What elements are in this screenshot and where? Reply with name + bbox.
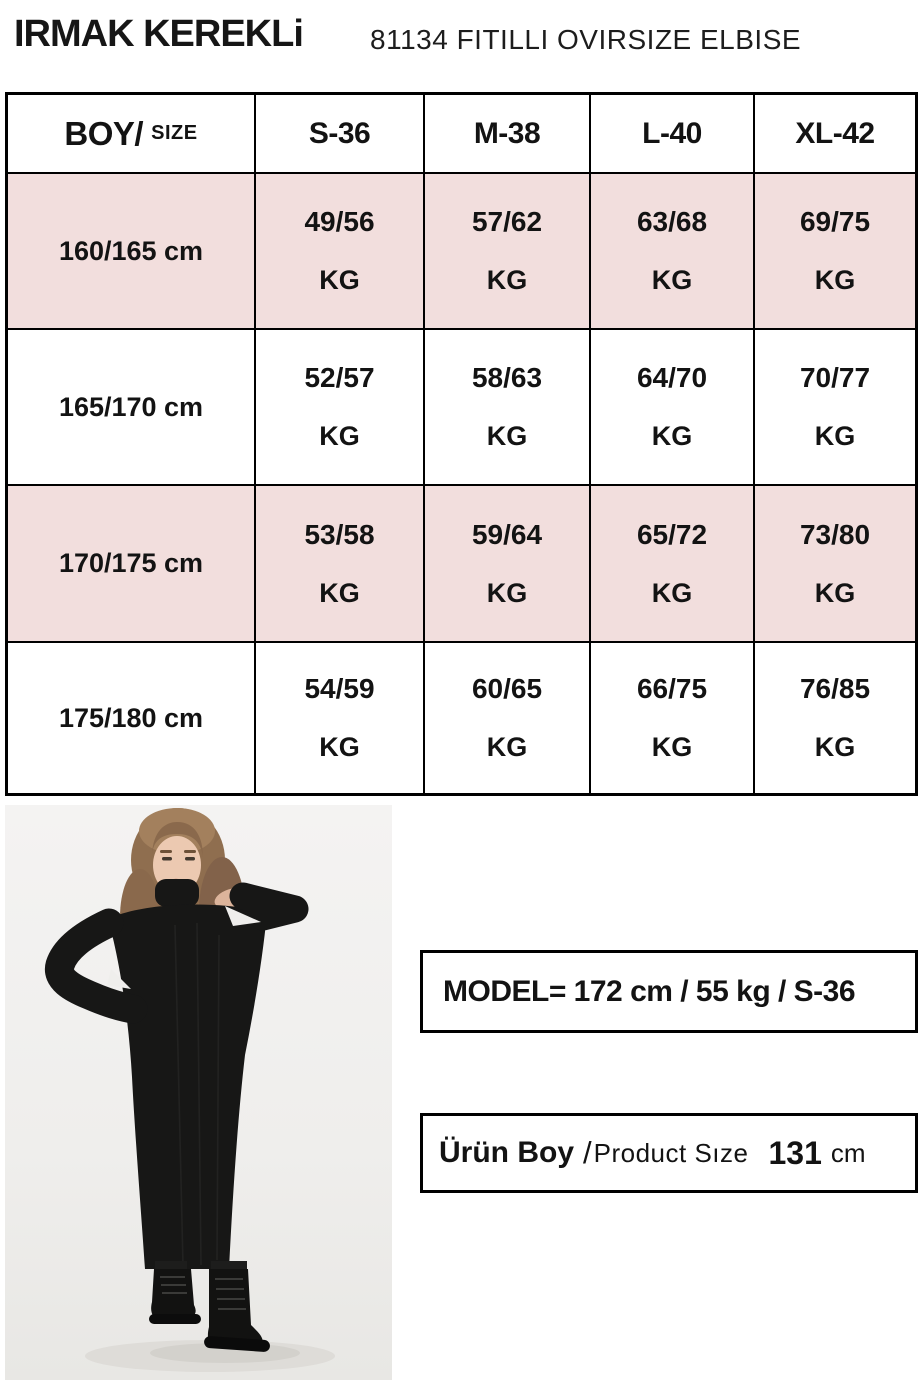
corner-label-size: SIZE [151,122,198,144]
height-row-header: 170/175 cm [8,484,254,641]
weight-cell: 73/80 KG [753,484,915,641]
column-header-m38: M-38 [423,95,589,172]
weight-value: 64/70 [636,362,708,393]
unit-label: KG [814,265,856,295]
weight-value: 65/72 [636,518,708,550]
unit-label: KG [486,577,528,608]
unit-label: KG [651,421,693,451]
weight-cell: 63/68 KG [589,172,753,328]
weight-value: 59/64 [471,518,543,550]
column-header-l40: L-40 [589,95,753,172]
model-info-text: MODEL= 172 cm / 55 kg / S-36 [443,974,856,1008]
corner-label-boy: BOY/ [64,114,144,152]
weight-cell: 59/64 KG [423,484,589,641]
weight-value: 76/85 [799,673,871,704]
unit-label: KG [319,265,360,295]
height-row-header: 175/180 cm [8,641,254,793]
product-length-label-en: Product Sıze [593,1137,749,1168]
size-table: BOY/ SIZE S-36 M-38 L-40 XL-42 160/165 c… [5,92,918,796]
weight-value: 54/59 [304,673,375,704]
model-photo [5,805,392,1380]
model-info-box: MODEL= 172 cm / 55 kg / S-36 [420,950,918,1033]
unit-label: KG [486,732,528,762]
weight-cell: 57/62 KG [423,172,589,328]
brand-title: IRMAK KEREKLi [14,13,304,55]
weight-cell: 76/85 KG [753,641,915,793]
weight-cell: 65/72 KG [589,484,753,641]
product-length-unit: cm [830,1137,866,1168]
unit-label: KG [486,265,528,295]
product-length-label-tr: Ürün Boy [439,1136,574,1169]
weight-cell: 60/65 KG [423,641,589,793]
table-corner-header: BOY/ SIZE [8,95,254,172]
column-header-xl42: XL-42 [753,95,915,172]
weight-value: 53/58 [304,518,375,550]
column-header-s36: S-36 [254,95,423,172]
unit-label: KG [814,421,856,451]
model-photo-illustration [5,805,392,1380]
weight-cell: 66/75 KG [589,641,753,793]
unit-label: KG [486,421,528,451]
unit-label: KG [319,732,360,762]
weight-value: 58/63 [471,362,543,393]
height-row-header: 160/165 cm [8,172,254,328]
weight-cell: 53/58 KG [254,484,423,641]
weight-value: 73/80 [799,518,871,550]
model-boots [149,1261,270,1352]
weight-value: 69/75 [799,206,871,237]
weight-value: 66/75 [636,673,708,704]
product-length-value: 131 [768,1134,822,1171]
weight-cell: 64/70 KG [589,328,753,484]
unit-label: KG [651,577,693,608]
unit-label: KG [814,732,856,762]
weight-value: 49/56 [304,206,375,237]
height-row-header: 165/170 cm [8,328,254,484]
unit-label: KG [814,577,856,608]
unit-label: KG [319,421,360,451]
unit-label: KG [651,265,693,295]
weight-value: 52/57 [304,362,375,393]
model-dress [45,879,309,1269]
unit-label: KG [319,577,360,608]
weight-cell: 70/77 KG [753,328,915,484]
product-title: 81134 FITILLI OVIRSIZE ELBISE [370,24,802,55]
product-length-box: Ürün Boy / Product Sıze 131 cm [420,1113,918,1193]
weight-cell: 69/75 KG [753,172,915,328]
unit-label: KG [651,732,693,762]
product-length-separator: / [583,1135,592,1170]
weight-cell: 49/56 KG [254,172,423,328]
weight-cell: 54/59 KG [254,641,423,793]
weight-value: 70/77 [799,362,871,393]
weight-value: 57/62 [471,206,543,237]
weight-cell: 58/63 KG [423,328,589,484]
weight-cell: 52/57 KG [254,328,423,484]
weight-value: 63/68 [636,206,708,237]
weight-value: 60/65 [471,673,543,704]
